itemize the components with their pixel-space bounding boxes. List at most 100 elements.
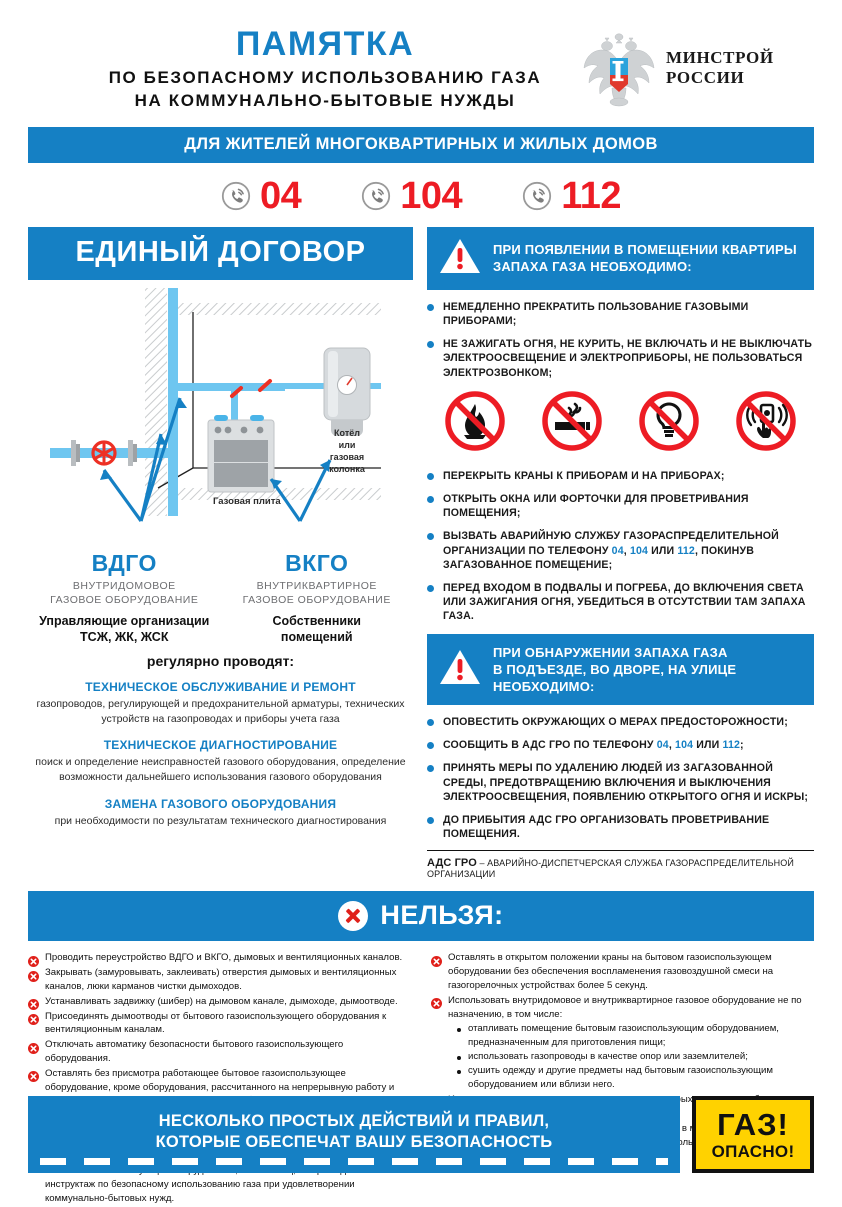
red-x-icon: [28, 1069, 39, 1083]
service-heading: ТЕХНИЧЕСКОЕ ДИАГНОСТИРОВАНИЕ: [103, 738, 338, 753]
phone-entry: 104: [361, 174, 463, 217]
forbidden-subtext: сушить одежду и другие предметы над быто…: [468, 1064, 773, 1090]
action-text: НЕМЕДЛЕННО ПРЕКРАТИТЬ ПОЛЬЗОВАНИЕ ГАЗОВЫ…: [443, 300, 749, 328]
forbidden-subtext: отапливать помещение бытовым газоиспольз…: [468, 1023, 779, 1049]
sep: ИЛИ: [693, 739, 723, 752]
phone-number[interactable]: 112: [561, 174, 621, 217]
list-item: Проводить переустройство ВДГО и ВКГО, ды…: [28, 951, 411, 967]
russian-coat-of-arms-icon: [582, 28, 656, 108]
footer-slogan-line1: НЕСКОЛЬКО ПРОСТЫХ ДЕЙСТВИЙ И ПРАВИЛ,: [158, 1111, 550, 1130]
warnings-column: ПРИ ПОЯВЛЕНИИ В ПОМЕЩЕНИИ КВАРТИРЫ ЗАПАХ…: [427, 226, 814, 879]
ministry-logo-text: МИНСТРОЙ РОССИИ: [666, 48, 774, 88]
outside-warning-line3: НЕОБХОДИМО:: [493, 678, 595, 694]
list-item: Закрывать (замуровывать, заклеивать) отв…: [28, 966, 411, 994]
page-subtitle-line1: ПО БЕЗОПАСНОМУ ИСПОЛЬЗОВАНИЮ ГАЗА: [108, 68, 542, 87]
list-item: ОТКРЫТЬ ОКНА ИЛИ ФОРТОЧКИ ДЛЯ ПРОВЕТРИВА…: [427, 492, 814, 520]
apartment-actions-before: НЕМЕДЛЕННО ПРЕКРАТИТЬ ПОЛЬЗОВАНИЕ ГАЗОВЫ…: [427, 300, 814, 380]
vkgo-full-line1: ВНУТРИКВАРТИРНОЕ: [256, 579, 377, 592]
vdgo-responsible-line1: Управляющие организации: [39, 614, 210, 629]
vdgo-block: ВДГО ВНУТРИДОМОВОЕ ГАЗОВОЕ ОБОРУДОВАНИЕ …: [28, 550, 221, 646]
phone-number[interactable]: 04: [260, 174, 302, 217]
svg-text:колонка: колонка: [329, 464, 366, 474]
phone-call-icon: [361, 181, 391, 211]
ads-gro-abbr: АДС ГРО: [427, 857, 477, 870]
residents-banner: ДЛЯ ЖИТЕЛЕЙ МНОГОКВАРТИРНЫХ И ЖИЛЫХ ДОМО…: [28, 126, 814, 163]
list-item: НЕ ЗАЖИГАТЬ ОГНЯ, НЕ КУРИТЬ, НЕ ВКЛЮЧАТЬ…: [427, 337, 814, 380]
forbidden-subtext: использовать газопроводы в качестве опор…: [468, 1050, 748, 1062]
emergency-phones: 04 104 112: [0, 177, 842, 215]
ads-gro-footnote: АДС ГРО – АВАРИЙНО-ДИСПЕТЧЕРСКАЯ СЛУЖБА …: [427, 850, 814, 879]
gas-danger-sign-icon: ГАЗ! ОПАСНО!: [692, 1095, 814, 1173]
list-item: ПЕРЕКРЫТЬ КРАНЫ К ПРИБОРАМ И НА ПРИБОРАХ…: [427, 469, 814, 483]
vdgo-abbr: ВДГО: [91, 549, 157, 576]
page-subtitle-line2: НА КОММУНАЛЬНО-БЫТОВЫЕ НУЖДЫ: [134, 90, 516, 110]
vdgo-full-line2: ГАЗОВОЕ ОБОРУДОВАНИЕ: [50, 594, 199, 607]
list-item: отапливать помещение бытовым газоиспольз…: [448, 1022, 814, 1050]
footer-slogan-line2: КОТОРЫЕ ОБЕСПЕЧАТ ВАШУ БЕЗОПАСНОСТЬ: [155, 1132, 553, 1151]
outside-warning-header: ПРИ ОБНАРУЖЕНИИ ЗАПАХА ГАЗА В ПОДЪЕЗДЕ, …: [427, 633, 814, 705]
action-text-pre: СООБЩИТЬ В АДС ГРО ПО ТЕЛЕФОНУ: [443, 739, 657, 752]
outside-warning-line2: В ПОДЪЕЗДЕ, ВО ДВОРЕ, НА УЛИЦЕ: [493, 661, 737, 677]
vkgo-full-name: ВНУТРИКВАРТИРНОЕ ГАЗОВОЕ ОБОРУДОВАНИЕ: [221, 579, 414, 607]
bullet-dot-icon: [457, 1055, 461, 1060]
service-item: ТЕХНИЧЕСКОЕ ОБСЛУЖИВАНИЕ И РЕМОНТ газопр…: [28, 680, 413, 727]
phone-ref-04: 04: [611, 544, 624, 557]
bullet-dot-icon: [427, 472, 434, 480]
warning-triangle-icon: [439, 237, 481, 280]
apartment-warning-text: ПРИ ПОЯВЛЕНИИ В ПОМЕЩЕНИИ КВАРТИРЫ ЗАПАХ…: [493, 241, 797, 275]
action-text: НЕ ЗАЖИГАТЬ ОГНЯ, НЕ КУРИТЬ, НЕ ВКЛЮЧАТЬ…: [443, 338, 813, 379]
footer-slogan-block: НЕСКОЛЬКО ПРОСТЫХ ДЕЙСТВИЙ И ПРАВИЛ, КОТ…: [28, 1095, 680, 1173]
phone-number[interactable]: 104: [400, 174, 463, 217]
bullet-dot-icon: [427, 496, 434, 503]
action-text: ПРИНЯТЬ МЕРЫ ПО УДАЛЕНИЮ ЛЮДЕЙ ИЗ ЗАГАЗО…: [443, 762, 809, 803]
red-x-icon: [431, 996, 442, 1010]
action-text: ВЫЗВАТЬ АВАРИЙНУЮ СЛУЖБУ ГАЗОРАСПРЕДЕЛИТ…: [443, 529, 814, 572]
red-x-icon: [28, 969, 39, 982]
no-light-switch-icon: [638, 390, 700, 457]
no-open-fire-icon: [444, 390, 506, 457]
vdgo-full-name: ВНУТРИДОМОВОЕ ГАЗОВОЕ ОБОРУДОВАНИЕ: [28, 579, 221, 607]
equipment-responsibility-row: ВДГО ВНУТРИДОМОВОЕ ГАЗОВОЕ ОБОРУДОВАНИЕ …: [28, 550, 413, 646]
red-x-icon: [431, 954, 442, 967]
red-x-icon: [28, 1012, 39, 1026]
svg-text:или: или: [339, 440, 356, 450]
action-text: ДО ПРИБЫТИЯ АДС ГРО ОРГАНИЗОВАТЬ ПРОВЕТР…: [443, 813, 770, 841]
outside-actions-list: ОПОВЕСТИТЬ ОКРУЖАЮЩИХ О МЕРАХ ПРЕДОСТОРО…: [427, 715, 814, 841]
vkgo-abbr: ВКГО: [285, 549, 349, 576]
bullet-dot-icon: [427, 765, 434, 773]
phone-entry: 112: [522, 177, 621, 215]
sep: ИЛИ: [648, 544, 678, 557]
gas-sign-line1: ГАЗ!: [717, 1106, 789, 1142]
prohibition-icons-row: [427, 390, 814, 457]
phone-ref-04: 04: [656, 739, 669, 752]
red-x-icon: [28, 997, 39, 1011]
service-item: ТЕХНИЧЕСКОЕ ДИАГНОСТИРОВАНИЕ поиск и опр…: [28, 738, 413, 785]
phone-ref-112: 112: [677, 544, 695, 557]
vkgo-responsible: Собственники помещений: [221, 613, 414, 646]
svg-text:Котёл: Котёл: [334, 428, 360, 438]
contract-title: ЕДИНЫЙ ДОГОВОР: [28, 226, 413, 280]
action-text: ОТКРЫТЬ ОКНА ИЛИ ФОРТОЧКИ ДЛЯ ПРОВЕТРИВА…: [443, 493, 749, 520]
poster-header: ПАМЯТКА ПО БЕЗОПАСНОМУ ИСПОЛЬЗОВАНИЮ ГАЗ…: [0, 0, 842, 113]
red-x-icon: [28, 954, 39, 967]
footer-slogan: НЕСКОЛЬКО ПРОСТЫХ ДЕЙСТВИЙ И ПРАВИЛ, КОТ…: [28, 1111, 680, 1153]
list-item: НЕМЕДЛЕННО ПРЕКРАТИТЬ ПОЛЬЗОВАНИЕ ГАЗОВЫ…: [427, 300, 814, 328]
action-text: ОПОВЕСТИТЬ ОКРУЖАЮЩИХ О МЕРАХ ПРЕДОСТОРО…: [443, 715, 788, 728]
action-text-post: , ПОКИНУВ ЗАГАЗОВАННОЕ ПОМЕЩЕНИЕ;: [443, 544, 754, 571]
list-item: ОПОВЕСТИТЬ ОКРУЖАЮЩИХ О МЕРАХ ПРЕДОСТОРО…: [427, 715, 814, 729]
bullet-dot-icon: [457, 1028, 461, 1033]
vkgo-responsible-line2: помещений: [280, 630, 353, 645]
bullet-dot-icon: [427, 533, 434, 541]
phone-call-icon: [522, 181, 552, 211]
bullet-dot-icon: [427, 584, 434, 592]
list-item: Присоединять дымоотводы от бытового газо…: [28, 1010, 411, 1038]
forbidden-text: Присоединять дымоотводы от бытового газо…: [45, 1010, 387, 1036]
forbidden-text-main: Использовать внутридомовое и внутрикварт…: [448, 994, 802, 1020]
list-item: Использовать внутридомовое и внутрикварт…: [431, 994, 814, 1093]
red-x-icon: [28, 1041, 39, 1054]
vkgo-block: ВКГО ВНУТРИКВАРТИРНОЕ ГАЗОВОЕ ОБОРУДОВАН…: [221, 550, 414, 646]
red-cross-circle-icon: [338, 900, 369, 931]
list-item: СООБЩИТЬ В АДС ГРО ПО ТЕЛЕФОНУ 04, 104 И…: [427, 738, 814, 752]
action-text: ПЕРЕД ВХОДОМ В ПОДВАЛЫ И ПОГРЕБА, ДО ВКЛ…: [443, 581, 806, 623]
list-item: использовать газопроводы в качестве опор…: [448, 1050, 814, 1064]
